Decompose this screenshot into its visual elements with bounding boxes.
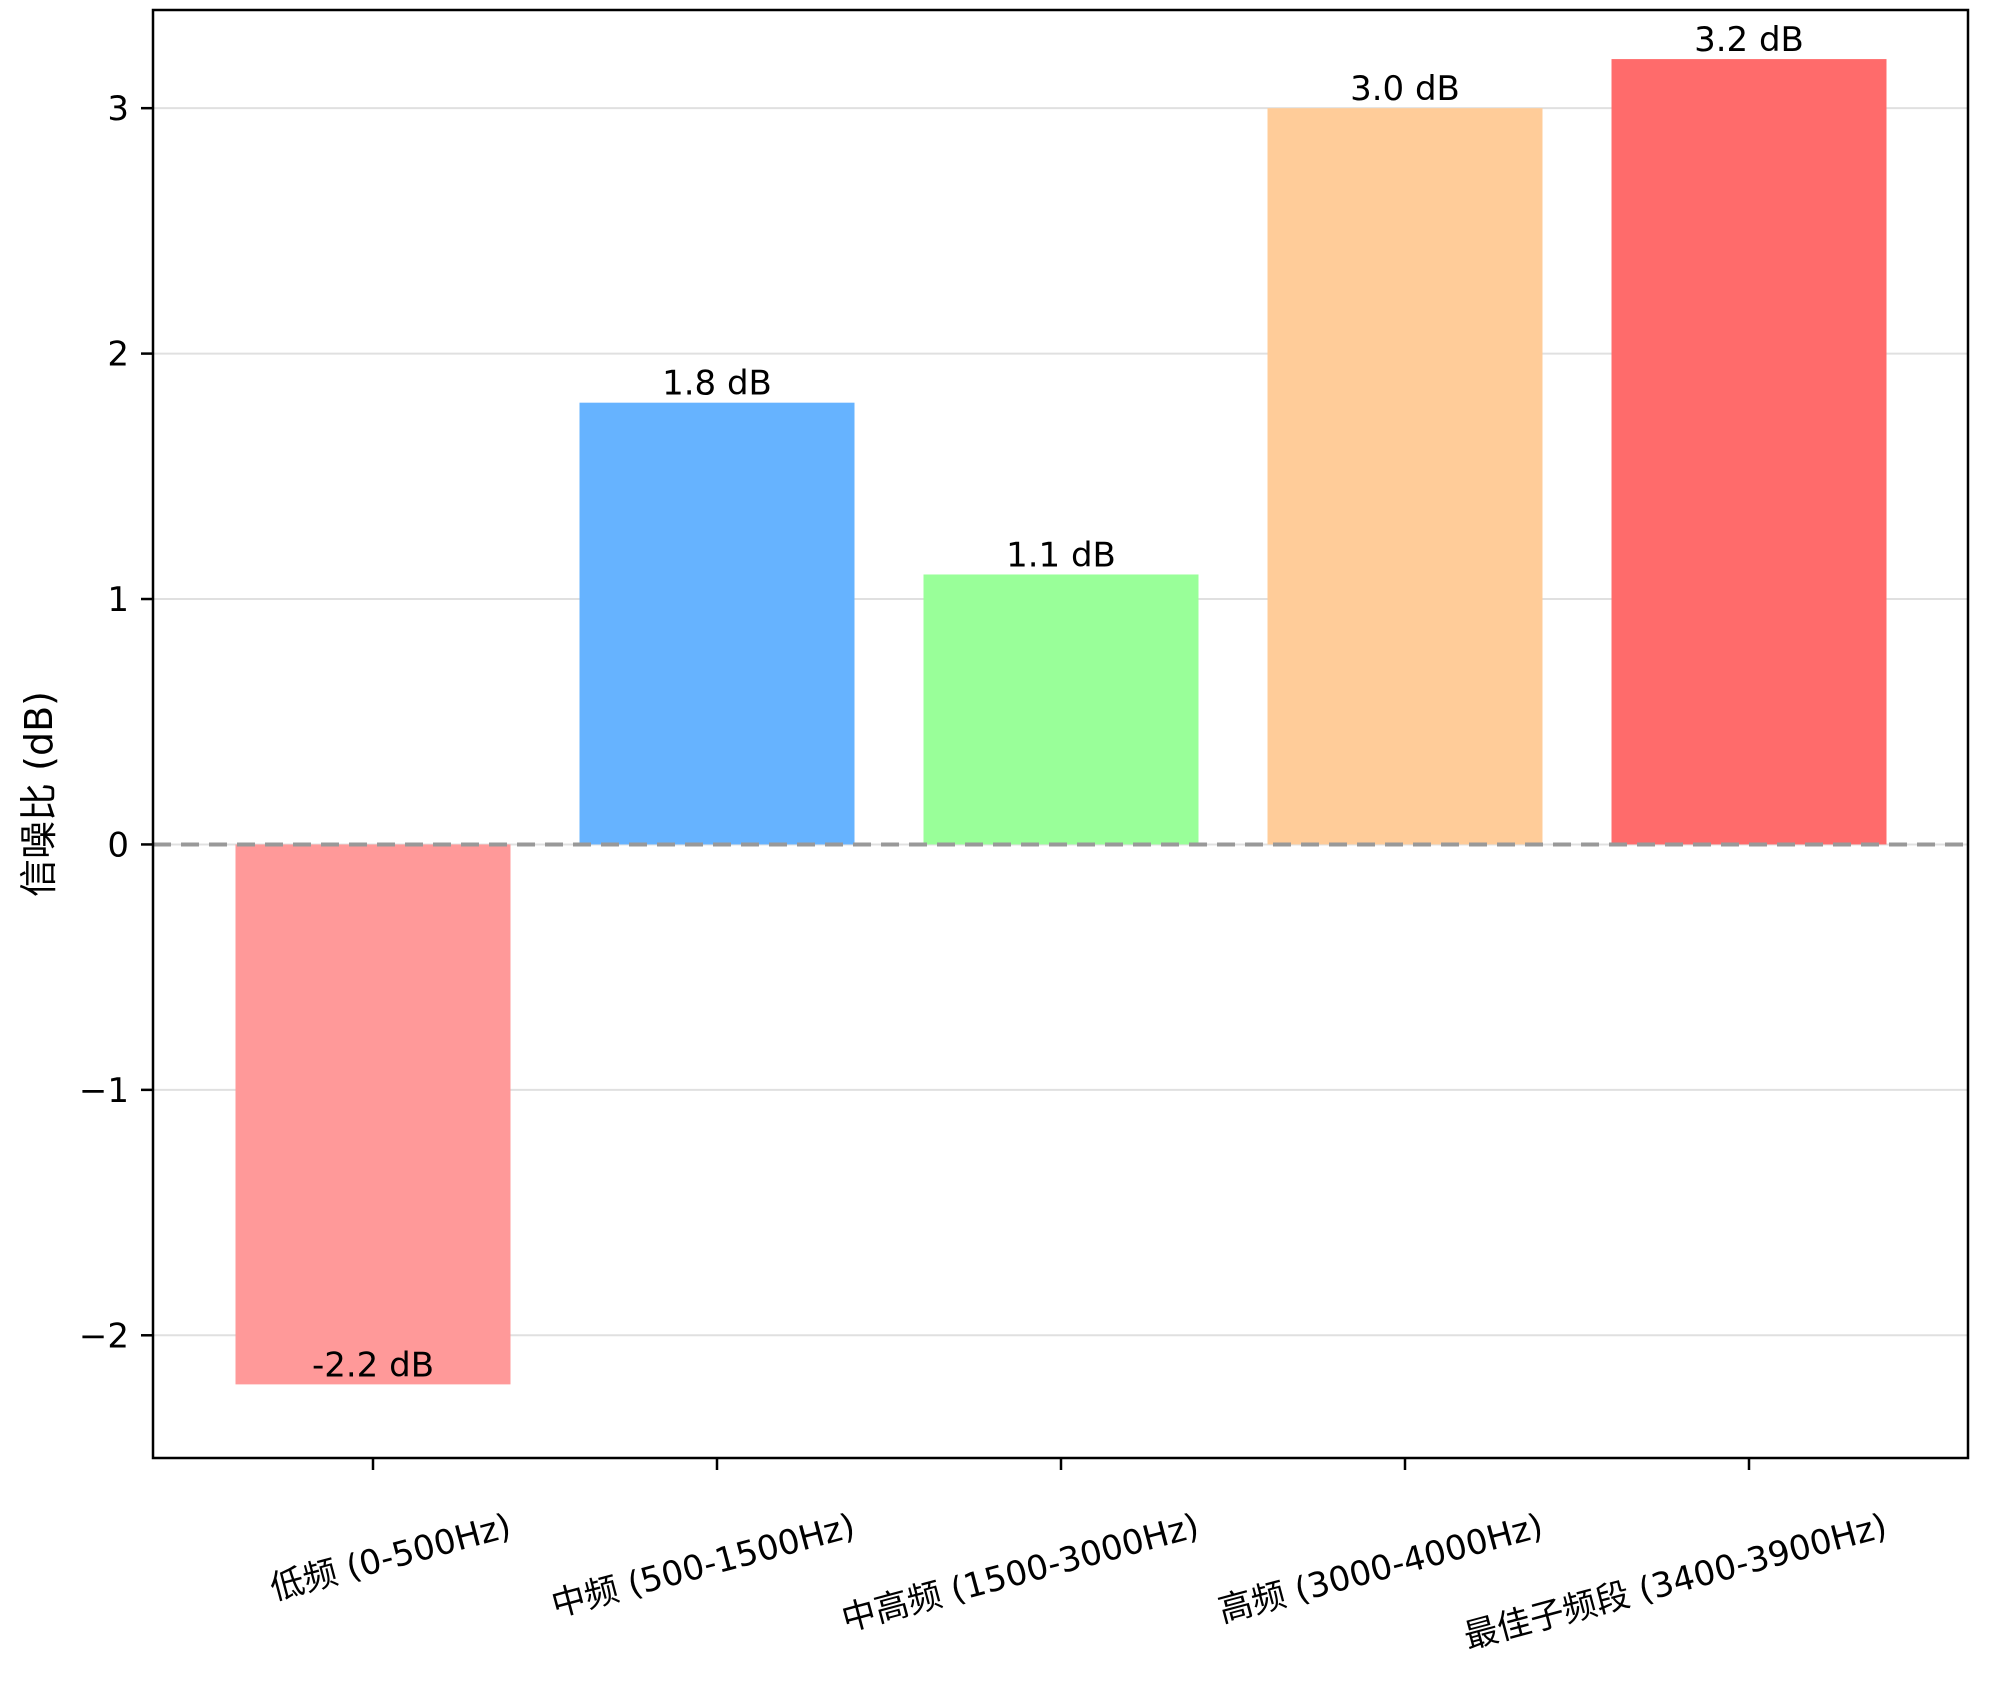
bar [579, 402, 855, 845]
y-axis-ticks: −2 −1 0 1 2 3 [79, 89, 153, 1356]
y-tick-label: 0 [107, 825, 129, 865]
y-tick-label: 2 [107, 335, 129, 375]
value-labels: -2.2 dB 1.8 dB 1.1 dB 3.0 dB 3.2 dB [312, 20, 1804, 1385]
bar [235, 844, 511, 1385]
bar-value-label: 1.8 dB [662, 364, 772, 404]
bar-value-label: 3.0 dB [1350, 69, 1460, 109]
y-axis-label: 信噪比 (dB) [17, 691, 61, 897]
y-tick-label: 1 [107, 580, 129, 620]
y-tick-label: −2 [79, 1316, 129, 1356]
bar [1267, 108, 1543, 845]
y-tick-label: 3 [107, 89, 129, 129]
bar [923, 574, 1199, 845]
y-tick-label: −1 [79, 1071, 129, 1111]
bar [1611, 59, 1887, 845]
bar-value-label: 3.2 dB [1694, 20, 1804, 60]
bar-value-label: 1.1 dB [1006, 535, 1116, 575]
bar-value-label: -2.2 dB [312, 1345, 434, 1385]
bars [235, 59, 1887, 1385]
